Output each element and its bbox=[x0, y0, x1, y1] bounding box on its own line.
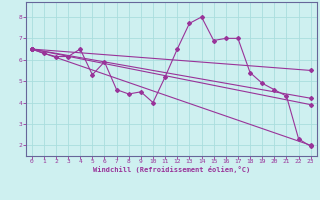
X-axis label: Windchill (Refroidissement éolien,°C): Windchill (Refroidissement éolien,°C) bbox=[92, 166, 250, 173]
